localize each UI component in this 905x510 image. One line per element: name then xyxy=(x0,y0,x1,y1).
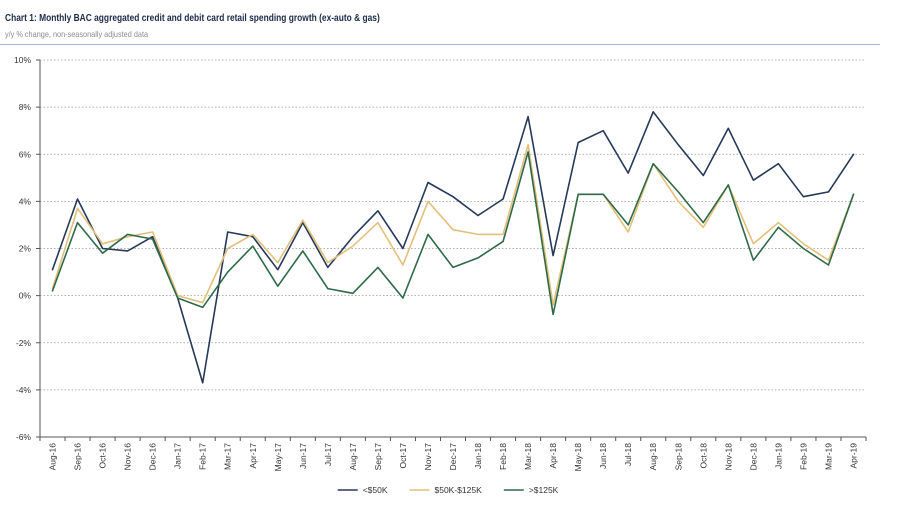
x-tick-label: Apr-17 xyxy=(248,443,258,469)
x-tick-label: Jan-18 xyxy=(473,443,483,469)
x-tick-label: Aug-17 xyxy=(348,443,358,471)
y-tick-label: 2% xyxy=(19,244,32,254)
series-line-over-125k xyxy=(51,151,855,316)
y-tick-label: 0% xyxy=(19,291,32,301)
axes xyxy=(36,59,867,441)
x-tick-label: Jan-19 xyxy=(773,443,783,469)
gridlines xyxy=(40,59,866,391)
x-tick-label: Oct-16 xyxy=(98,443,108,469)
series-lines xyxy=(51,111,855,384)
x-tick-label: Mar-17 xyxy=(223,443,233,470)
x-tick-label: Dec-17 xyxy=(448,443,458,471)
legend: <$50K $50K-$125K >$125K xyxy=(337,485,559,495)
x-tick-label: Aug-16 xyxy=(47,443,57,471)
x-tick-label: Nov-17 xyxy=(423,443,433,471)
legend-item-50k-125k: $50K-$125K xyxy=(409,485,483,495)
x-tick-label: Aug-18 xyxy=(648,443,658,471)
x-tick-label: Feb-19 xyxy=(798,443,808,470)
x-tick-label: Jul-17 xyxy=(323,443,333,466)
y-tick-label: -6% xyxy=(16,432,32,442)
x-tick-label: Oct-17 xyxy=(398,443,408,469)
y-tick-label: 4% xyxy=(19,196,32,206)
y-tick-label: 10% xyxy=(14,55,31,65)
chart-title: Chart 1: Monthly BAC aggregated credit a… xyxy=(5,12,380,24)
x-tick-label: May-17 xyxy=(273,443,283,472)
x-tick-label: Sep-18 xyxy=(673,443,683,471)
y-tick-labels: 10% 8% 6% 4% 2% 0% -2% -4% -6% xyxy=(14,55,31,442)
legend-item-over-125k: >$125K xyxy=(503,485,559,495)
y-tick-label: -2% xyxy=(16,338,32,348)
x-tick-label: Mar-18 xyxy=(523,443,533,470)
x-tick-label: Jun-17 xyxy=(298,443,308,469)
x-tick-label: Dec-16 xyxy=(148,443,158,471)
x-tick-label: Sep-16 xyxy=(72,443,82,471)
x-tick-label: Sep-17 xyxy=(373,443,383,471)
x-tick-label: Jun-18 xyxy=(598,443,608,469)
x-tick-label: Apr-19 xyxy=(848,443,858,469)
y-tick-label: 8% xyxy=(19,102,32,112)
legend-item-under-50k: <$50K xyxy=(337,485,388,495)
x-tick-label: Feb-18 xyxy=(498,443,508,470)
x-tick-label: Feb-17 xyxy=(198,443,208,470)
legend-label: <$50K xyxy=(363,485,388,495)
x-tick-label: Apr-18 xyxy=(548,443,558,469)
legend-label: >$125K xyxy=(529,485,559,495)
x-tick-label: Jul-18 xyxy=(623,443,633,466)
x-tick-label: Mar-19 xyxy=(823,443,833,470)
x-tick-label: Jan-17 xyxy=(173,443,183,469)
x-tick-label: Nov-18 xyxy=(723,443,733,471)
y-tick-label: 6% xyxy=(19,149,32,159)
x-tick-label: May-18 xyxy=(573,443,583,472)
y-tick-label: -4% xyxy=(16,385,32,395)
header-rule xyxy=(0,44,880,45)
chart-subtitle: y/y % change, non-seasonally adjusted da… xyxy=(5,29,149,39)
series-line-under-50k xyxy=(51,111,855,384)
legend-label: $50K-$125K xyxy=(435,485,483,495)
series-line-50k-125k xyxy=(51,144,855,306)
x-tick-label: Dec-18 xyxy=(748,443,758,471)
x-tick-label: Nov-16 xyxy=(123,443,133,471)
x-tick-labels: Aug-16 Sep-16 Oct-16 Nov-16 Dec-16 Jan-17 Feb-… xyxy=(47,443,858,472)
x-tick-label: Oct-18 xyxy=(698,443,708,469)
